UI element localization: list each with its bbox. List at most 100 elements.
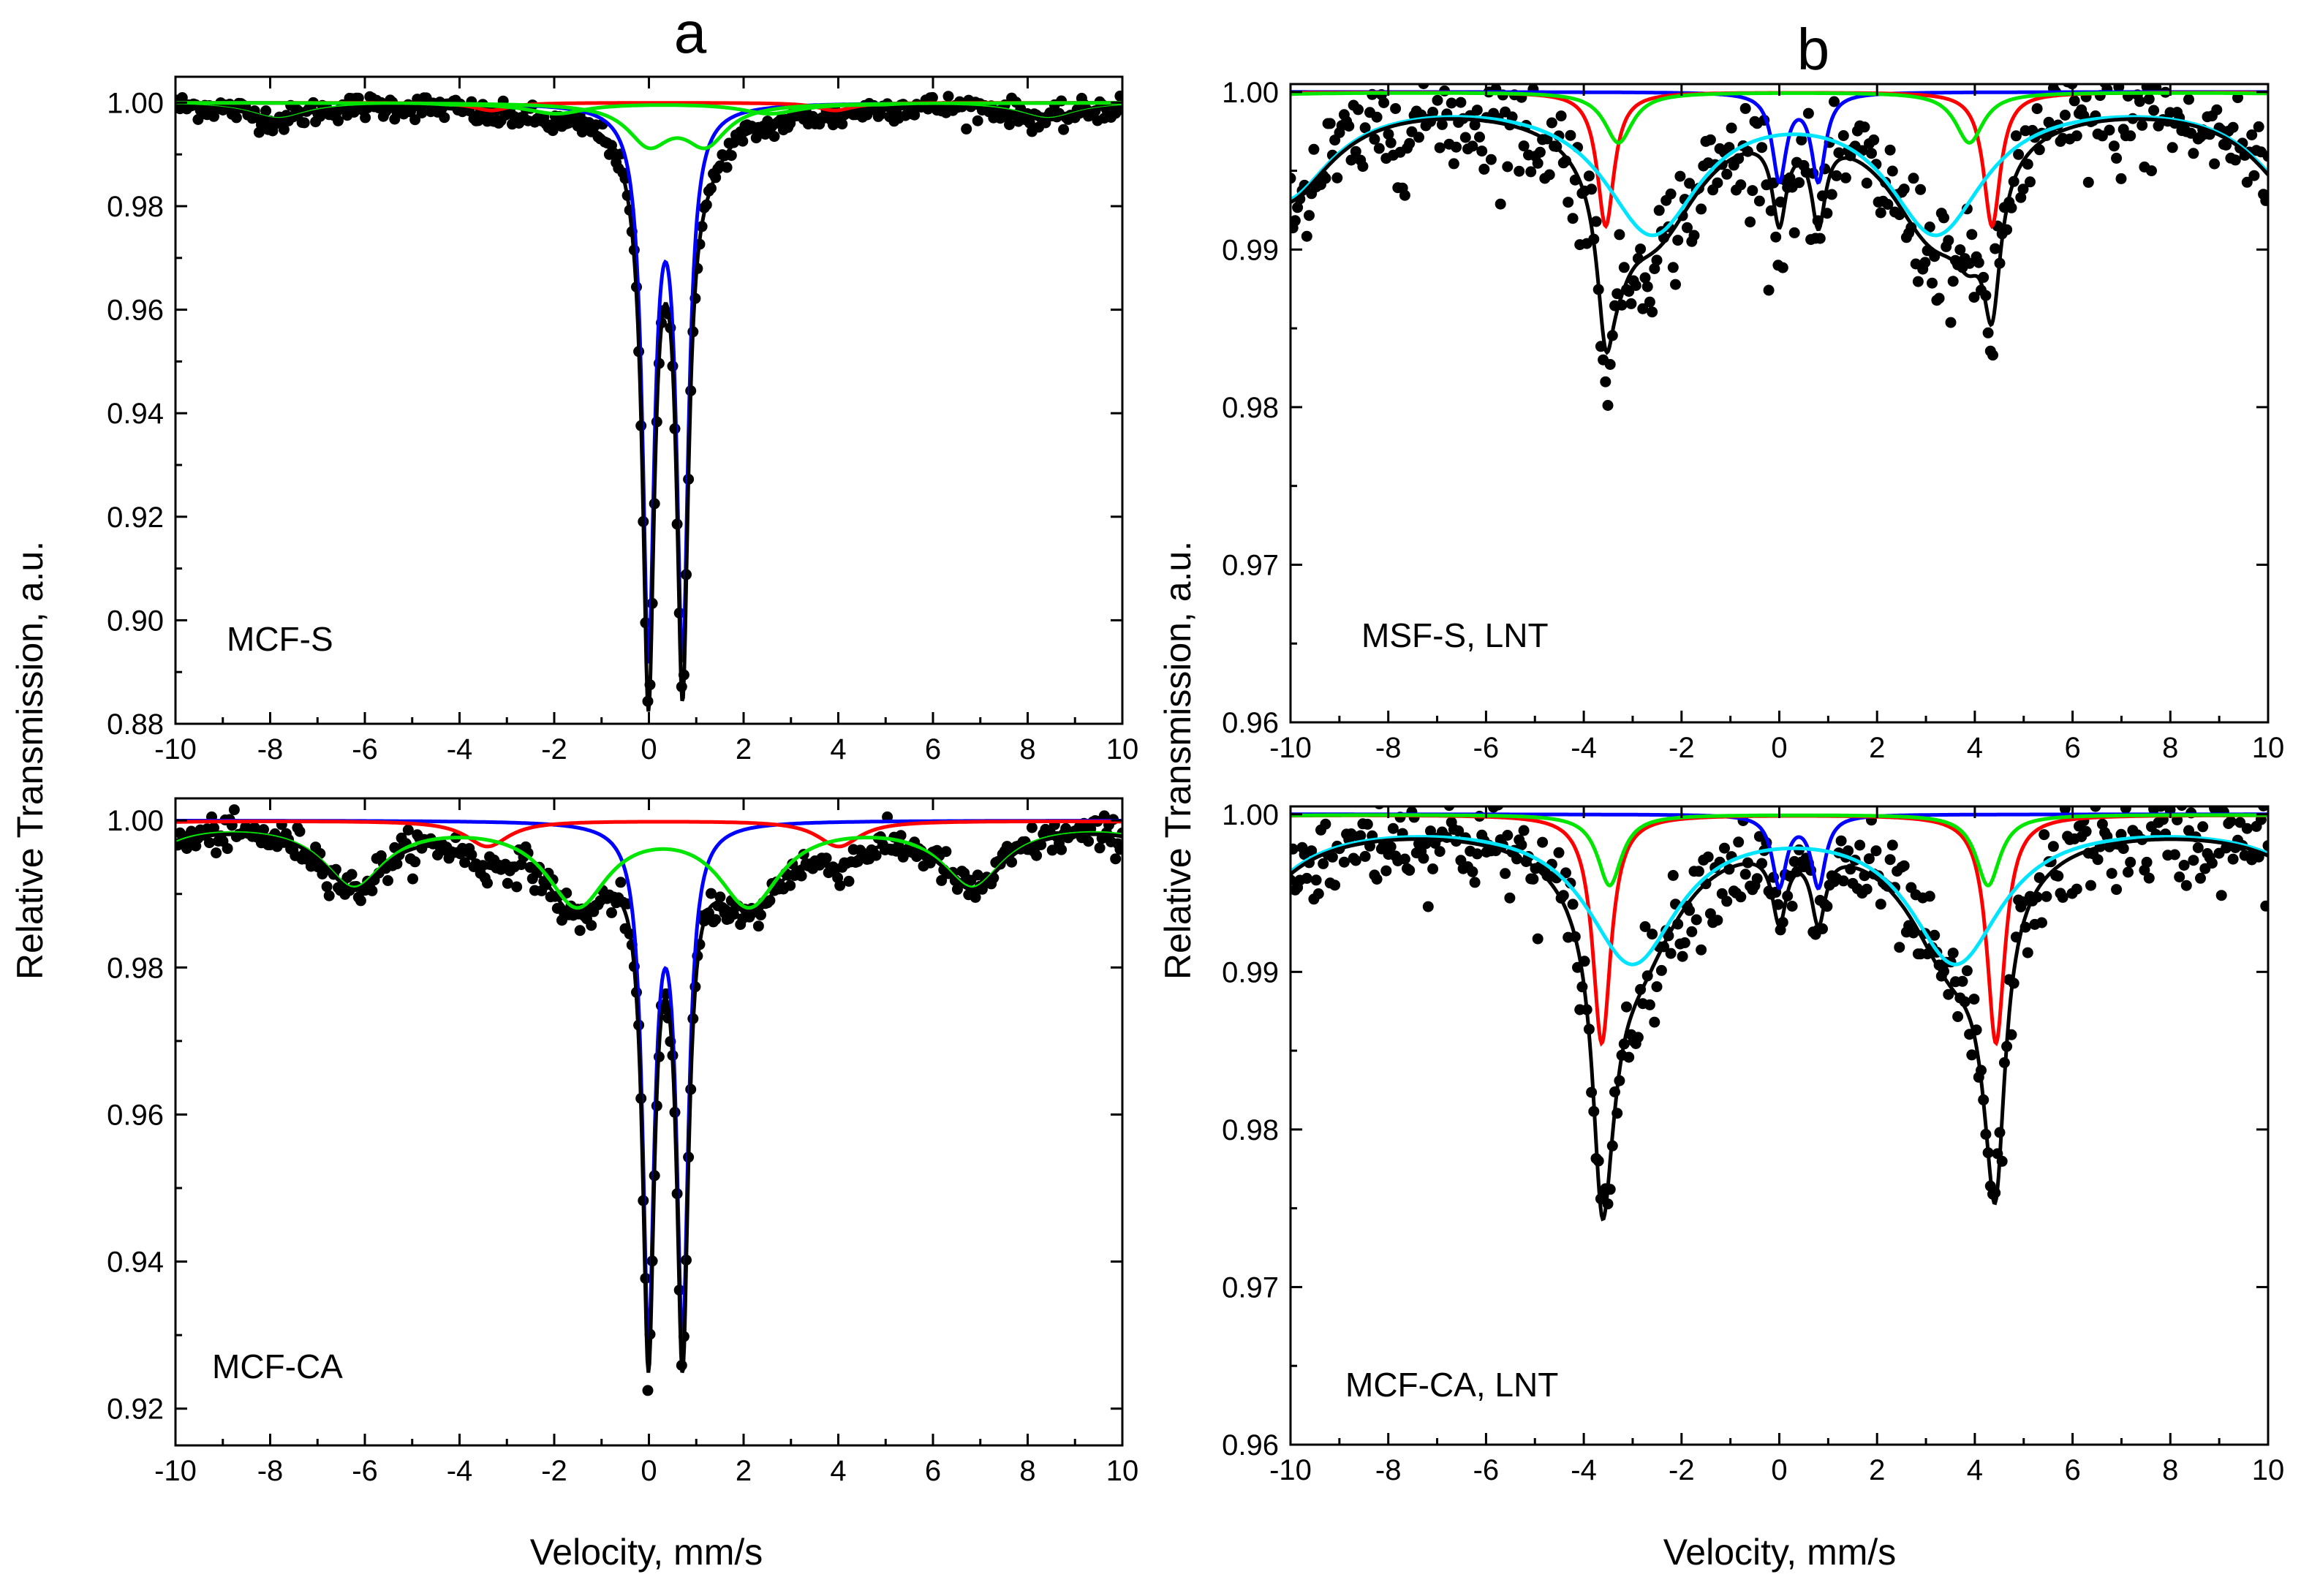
data-point xyxy=(972,115,983,126)
data-point xyxy=(1651,981,1663,993)
data-point xyxy=(382,875,393,886)
data-point xyxy=(1026,822,1038,833)
data-point xyxy=(1324,118,1336,129)
series-total-fit xyxy=(175,832,1122,1374)
data-point xyxy=(2092,854,2104,866)
data-point xyxy=(1947,276,1959,287)
data-point xyxy=(2039,829,2050,841)
data-point xyxy=(2141,856,2153,868)
data-point xyxy=(1653,205,1665,216)
y-tick-label: 0.96 xyxy=(107,1099,164,1131)
data-point xyxy=(926,91,938,103)
data-point xyxy=(2052,870,2064,882)
y-tick-label: 1.00 xyxy=(1222,77,1279,109)
data-point xyxy=(1516,839,1527,851)
data-point xyxy=(2191,72,2202,83)
data-point xyxy=(1361,818,1373,830)
data-point xyxy=(1908,173,1919,184)
data-point xyxy=(2107,61,2117,72)
data-point xyxy=(1647,306,1658,318)
data-point xyxy=(1492,806,1504,811)
data-point xyxy=(1763,284,1775,296)
data-point xyxy=(2022,947,2033,958)
data-point xyxy=(2229,154,2241,166)
data-point xyxy=(2206,858,2218,869)
sample-label: MCF-CA xyxy=(212,1347,343,1385)
data-point xyxy=(2111,884,2123,896)
x-tick-label: 2 xyxy=(1869,1454,1885,1486)
data-point xyxy=(1739,102,1751,114)
data-point xyxy=(2167,788,2178,799)
data-point xyxy=(2031,103,2043,115)
data-point xyxy=(1712,177,1723,189)
data-point xyxy=(606,907,617,918)
data-point xyxy=(1455,855,1467,866)
data-point xyxy=(2246,129,2258,140)
data-points xyxy=(175,90,1122,707)
data-point xyxy=(360,112,371,124)
data-point xyxy=(1625,298,1637,309)
data-point xyxy=(407,873,418,885)
data-point xyxy=(1802,107,1814,119)
data-point xyxy=(940,846,952,858)
data-point xyxy=(1514,165,1525,177)
data-point xyxy=(1546,117,1557,129)
data-point xyxy=(2166,142,2178,154)
data-point xyxy=(2141,84,2153,93)
data-point xyxy=(1751,873,1763,885)
series-sextet-1 xyxy=(175,820,1122,849)
data-point xyxy=(1688,230,1700,241)
data-point xyxy=(1987,349,1998,361)
data-point xyxy=(1469,119,1481,131)
x-tick-label: 4 xyxy=(830,1455,846,1487)
data-point xyxy=(298,117,310,129)
data-point xyxy=(314,110,326,122)
panel-letter-b: b xyxy=(1797,17,1830,82)
y-tick-label: 0.88 xyxy=(107,708,164,741)
data-point xyxy=(1357,161,1369,173)
x-tick-label: -10 xyxy=(154,1455,197,1487)
data-point xyxy=(1413,132,1424,143)
data-point xyxy=(1110,853,1122,865)
data-point xyxy=(1602,400,1614,411)
y-tick-label: 0.98 xyxy=(107,952,164,984)
x-tick-label: 8 xyxy=(1019,733,1035,765)
data-point xyxy=(1291,173,1296,184)
data-point xyxy=(1511,67,1522,78)
data-point xyxy=(972,869,983,881)
data-point xyxy=(2013,148,2025,160)
data-point xyxy=(1301,230,1312,242)
data-point xyxy=(1502,830,1514,841)
data-point xyxy=(2195,872,2206,884)
data-point xyxy=(2080,825,2092,837)
data-point xyxy=(2123,866,2134,878)
data-point xyxy=(586,920,597,931)
data-point xyxy=(2120,806,2131,814)
data-point xyxy=(2134,794,2145,805)
data-point xyxy=(1518,825,1530,836)
data-point xyxy=(1359,850,1371,862)
data-point xyxy=(459,857,471,869)
data-point xyxy=(1094,842,1106,854)
data-point xyxy=(1385,137,1397,148)
data-point xyxy=(1621,1001,1632,1013)
data-point xyxy=(1990,243,2001,254)
data-point xyxy=(1704,908,1716,920)
data-point xyxy=(1301,872,1312,884)
data-point xyxy=(1745,216,1756,228)
data-point xyxy=(1098,810,1110,822)
data-point xyxy=(1915,184,1927,195)
data-point xyxy=(2104,124,2115,136)
data-point xyxy=(1291,843,1299,855)
data-point xyxy=(2260,194,2268,206)
data-point xyxy=(936,874,948,886)
x-tick-label: -2 xyxy=(1669,732,1695,764)
x-axis-title-left: Velocity, mm/s xyxy=(530,1532,763,1573)
series-sextet-3 xyxy=(1291,835,2268,967)
x-tick-label: -2 xyxy=(541,1455,567,1487)
data-point xyxy=(1863,853,1875,865)
data-point xyxy=(2169,849,2180,861)
x-tick-label: 4 xyxy=(830,733,846,765)
data-point xyxy=(2146,165,2157,177)
data-point xyxy=(1954,244,1966,256)
